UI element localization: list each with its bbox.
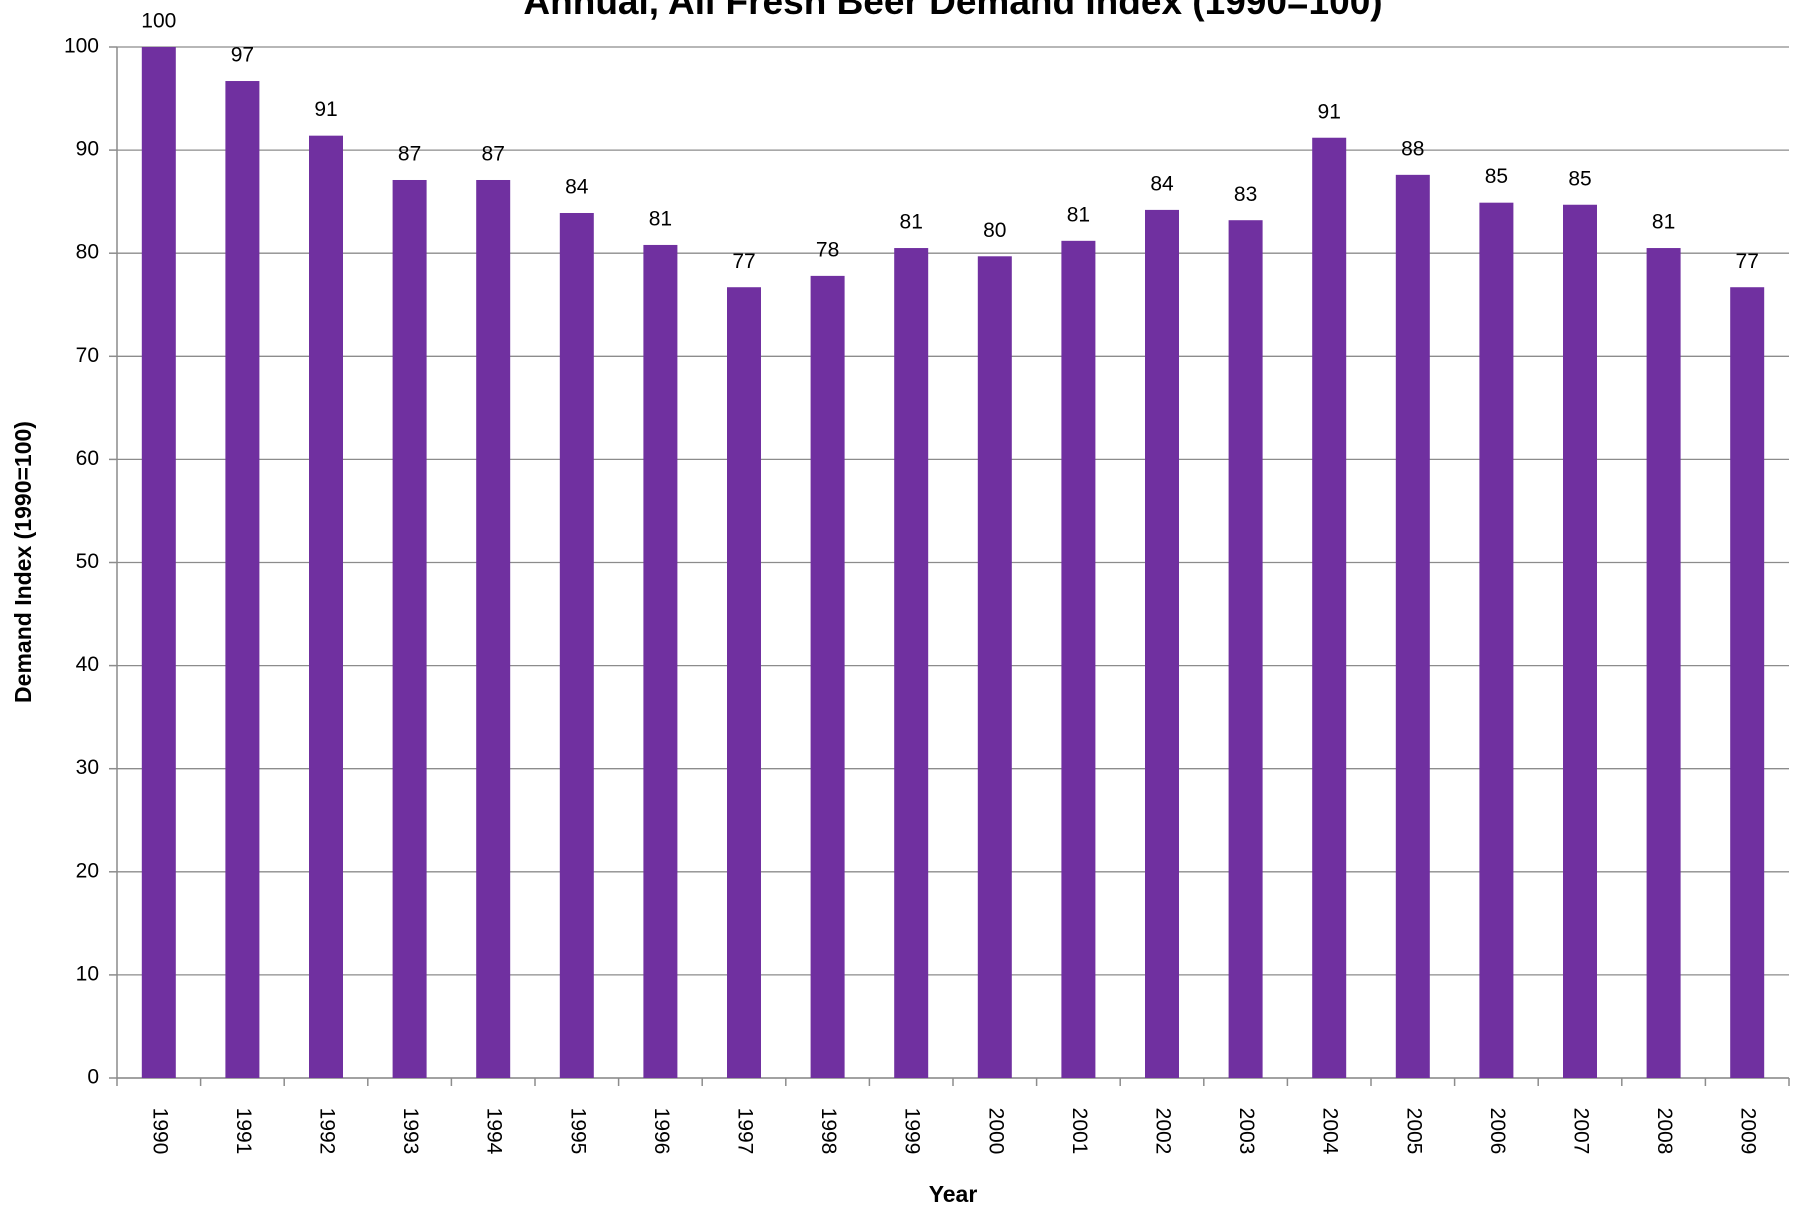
value-label: 87: [398, 143, 421, 166]
x-tick-label: 2009: [1737, 1108, 1760, 1155]
y-tick-label: 10: [76, 962, 99, 985]
bar: [894, 248, 929, 1079]
bar: [1479, 202, 1514, 1078]
y-tick-label: 50: [76, 550, 99, 573]
bar: [392, 179, 427, 1078]
value-label: 97: [231, 44, 254, 67]
value-label: 84: [1150, 172, 1174, 195]
value-label: 78: [816, 238, 839, 261]
y-tick-label: 60: [76, 447, 99, 470]
y-tick-label: 100: [64, 35, 99, 58]
y-tick-label: 70: [76, 344, 99, 367]
bar: [1730, 287, 1765, 1078]
x-tick-label: 1999: [901, 1108, 924, 1155]
bar: [1395, 174, 1430, 1078]
y-axis-label: Demand Index (1990=100): [10, 421, 36, 703]
x-tick-label: 1991: [232, 1108, 255, 1155]
value-label: 81: [1652, 211, 1675, 234]
value-label: 91: [1318, 100, 1341, 123]
value-label: 81: [1067, 203, 1090, 226]
chart-title: Annual, All Fresh Beer Demand Index (199…: [523, 0, 1382, 22]
y-tick-label: 30: [76, 756, 99, 779]
value-label: 81: [649, 207, 672, 230]
y-tick-label: 40: [76, 653, 99, 676]
bar: [1646, 248, 1681, 1079]
y-tick-label: 90: [76, 138, 99, 161]
bar: [1312, 137, 1347, 1078]
bar: [643, 244, 678, 1078]
x-tick-label: 2001: [1068, 1108, 1091, 1155]
value-label: 77: [732, 250, 755, 273]
value-label: 87: [482, 143, 505, 166]
x-tick-label: 2005: [1402, 1108, 1425, 1155]
x-tick-label: 1997: [733, 1108, 756, 1155]
x-tick-label: 2006: [1486, 1108, 1509, 1155]
bar: [727, 287, 761, 1078]
bar: [309, 135, 343, 1078]
value-label: 77: [1736, 250, 1759, 273]
value-label: 84: [565, 176, 589, 199]
bar: [1563, 204, 1597, 1079]
value-label: 81: [900, 211, 923, 234]
y-tick-label: 80: [76, 241, 99, 264]
x-tick-label: 1990: [148, 1108, 171, 1155]
y-tick-label: 0: [87, 1066, 99, 1089]
bar: [1145, 209, 1179, 1078]
x-tick-label: 2008: [1653, 1108, 1676, 1155]
bar: [476, 179, 511, 1078]
x-tick-label: 1996: [650, 1108, 673, 1155]
value-label: 100: [141, 10, 176, 33]
x-tick-label: 2000: [984, 1108, 1007, 1155]
y-tick-label: 20: [76, 859, 99, 882]
bar: [977, 256, 1012, 1079]
x-tick-label: 1998: [817, 1108, 840, 1155]
bar: [141, 47, 176, 1078]
x-tick-label: 2004: [1319, 1108, 1342, 1155]
value-label: 88: [1401, 137, 1424, 160]
x-tick-label: 2003: [1235, 1108, 1258, 1155]
bar: [1061, 240, 1096, 1078]
bar: [1228, 220, 1263, 1078]
x-tick-label: 1993: [399, 1108, 422, 1155]
bar: [225, 81, 260, 1078]
value-label: 83: [1234, 183, 1257, 206]
x-axis-label: Year: [929, 1181, 978, 1207]
x-tick-label: 1992: [315, 1108, 338, 1155]
value-label: 85: [1568, 167, 1591, 190]
value-label: 91: [314, 98, 337, 121]
value-label: 85: [1485, 165, 1508, 188]
value-label: 80: [983, 219, 1006, 242]
bar: [810, 275, 845, 1079]
x-tick-label: 2002: [1151, 1108, 1174, 1155]
x-tick-label: 2007: [1569, 1108, 1592, 1155]
x-tick-label: 1995: [566, 1108, 589, 1155]
bar: [559, 212, 594, 1079]
x-tick-label: 1994: [483, 1108, 506, 1155]
